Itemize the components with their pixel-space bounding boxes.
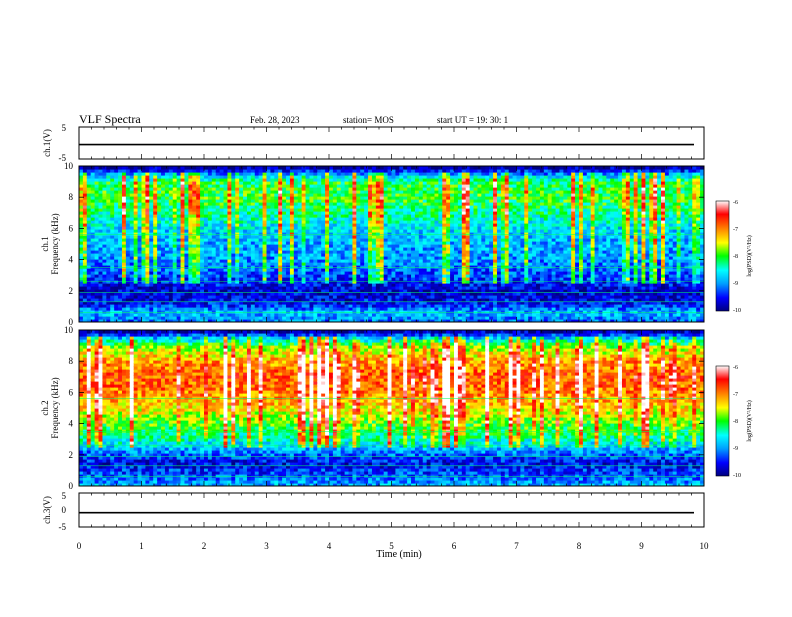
spectrogram-cell (208, 166, 213, 170)
ch1-ytick-top: 5 (62, 123, 67, 133)
spectrogram-cell (99, 166, 104, 170)
ch1-voltage-ylabel: ch.1(V) (42, 129, 52, 157)
spectrogram-cell (352, 166, 357, 170)
spectrogram-cell (184, 166, 189, 170)
spectrogram-cell (411, 166, 416, 170)
spectrogram-cell (83, 166, 88, 170)
spectrogram-cell (79, 166, 84, 170)
spectrogram-cell (173, 166, 178, 170)
spectrogram-cell (224, 166, 229, 170)
spectrogram-cell (251, 166, 256, 170)
spectrogram-cell (95, 166, 100, 170)
spectrogram-cell (118, 166, 123, 170)
spectrogram-cell (220, 166, 225, 170)
figure-station: station= MOS (343, 115, 394, 125)
spectrogram-cell (333, 166, 338, 170)
spectrogram-cell (309, 166, 314, 170)
spectrogram-cell (368, 166, 373, 170)
spectrogram-cell (255, 166, 260, 170)
spectrogram-cell (145, 166, 150, 170)
spectrogram-cell (142, 166, 147, 170)
spectrogram-cell (267, 166, 272, 170)
spectrogram-cell (290, 166, 295, 170)
spectrogram-cell (196, 166, 201, 170)
figure-start-time: start UT = 19: 30: 1 (437, 115, 508, 125)
spectrogram-cell (306, 166, 311, 170)
spectrogram-cell (380, 166, 385, 170)
spectrogram-cell (181, 166, 186, 170)
spectrogram-cell (298, 166, 303, 170)
spectrogram-cell (87, 166, 92, 170)
spectrogram-cell (227, 166, 232, 170)
spectrogram-cell (110, 166, 115, 170)
spectrogram-cell (247, 166, 252, 170)
spectrogram-cell (274, 166, 279, 170)
spectrogram-cell (126, 166, 131, 170)
spectrogram-cell (395, 166, 400, 170)
spectrogram-cell (192, 166, 197, 170)
spectrogram-cell (407, 166, 412, 170)
spectrogram-cell (130, 166, 135, 170)
spectrogram-cell (157, 166, 162, 170)
spectrogram-cell (345, 166, 350, 170)
spectrogram-cell (384, 166, 389, 170)
figure-date: Feb. 28, 2023 (250, 115, 300, 125)
spectrogram-cell (360, 166, 365, 170)
spectrogram-cell (321, 166, 326, 170)
ch1-spectrogram-image (79, 166, 705, 323)
spectrogram-cell (349, 166, 354, 170)
spectrogram-cell (431, 166, 436, 170)
spectrogram-cell (235, 166, 240, 170)
figure-title: VLF Spectra (79, 112, 141, 126)
spectrogram-cell (243, 166, 248, 170)
spectrogram-cell (106, 166, 111, 170)
spectrogram-cell (419, 166, 424, 170)
spectrogram-cell (392, 166, 397, 170)
spectrogram-cell (149, 166, 154, 170)
spectrogram-cell (423, 166, 428, 170)
spectrogram-cell (337, 166, 342, 170)
spectrogram-cell (399, 166, 404, 170)
spectrogram-cell (231, 166, 236, 170)
spectrogram-cell (188, 166, 193, 170)
spectrogram-cell (204, 166, 209, 170)
spectrogram-cell (161, 166, 166, 170)
ch1-voltage-x-ticks (79, 127, 704, 159)
spectrogram-cell (259, 166, 264, 170)
spectrogram-cell (356, 166, 361, 170)
spectrogram-cell (294, 166, 299, 170)
spectrogram-cell (165, 166, 170, 170)
spectrogram-cell (282, 166, 287, 170)
spectrogram-cell (372, 166, 377, 170)
spectrogram-cell (415, 166, 420, 170)
spectrogram-cell (286, 166, 291, 170)
spectrogram-cell (169, 166, 174, 170)
ch1-voltage-panel: 5 -5 ch.1(V) (42, 123, 704, 163)
spectrogram-cell (313, 166, 318, 170)
spectrogram-cell (122, 166, 127, 170)
spectrogram-cell (134, 166, 139, 170)
spectrogram-cell (102, 166, 107, 170)
spectrogram-cell (329, 166, 334, 170)
spectrogram-cell (438, 166, 443, 170)
spectrogram-cell (376, 166, 381, 170)
spectrogram-cell (317, 166, 322, 170)
spectrogram-cell (270, 166, 275, 170)
spectrogram-cell (434, 166, 439, 170)
spectrogram-cell (212, 166, 217, 170)
